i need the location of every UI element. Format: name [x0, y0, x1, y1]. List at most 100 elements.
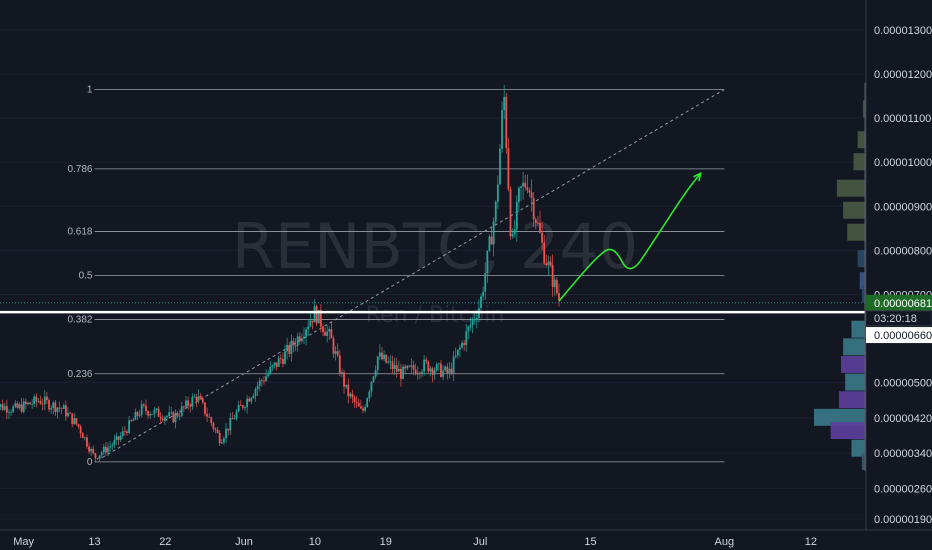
- candle: [60, 407, 63, 415]
- candle: [136, 410, 139, 421]
- candle: [499, 144, 501, 186]
- candle: [486, 250, 489, 283]
- candle: [164, 415, 166, 425]
- volume-profile-bar: [845, 373, 866, 391]
- candle: [300, 333, 303, 344]
- candle: [147, 410, 149, 419]
- candle: [322, 324, 324, 337]
- candle: [461, 340, 463, 349]
- candle: [408, 364, 411, 368]
- candle: [271, 364, 274, 371]
- candle: [330, 322, 333, 339]
- candle: [189, 403, 192, 413]
- candle: [77, 423, 80, 429]
- projection-arrow[interactable]: [558, 171, 702, 302]
- volume-profile-bar: [838, 391, 866, 409]
- candle: [241, 404, 244, 410]
- candle: [296, 333, 299, 352]
- price-tick-label: 0.00000260: [874, 483, 932, 495]
- volume-profile-bar: [851, 320, 866, 338]
- candle: [191, 393, 194, 411]
- candle: [10, 408, 12, 416]
- candle: [315, 304, 318, 327]
- candle: [111, 442, 114, 451]
- candle: [168, 406, 171, 419]
- watermark-symbol: RENBTC, 240: [232, 210, 638, 283]
- candle: [197, 389, 200, 404]
- candle: [425, 356, 428, 365]
- candle: [343, 369, 345, 394]
- candle: [157, 405, 160, 418]
- candle: [378, 344, 381, 360]
- candle: [27, 401, 29, 406]
- candle: [258, 377, 261, 392]
- candle: [513, 219, 516, 238]
- time-axis[interactable]: May 13 22 Jun 10 19 Jul 15 Aug 12: [0, 529, 932, 550]
- candle: [309, 312, 312, 328]
- candle: [182, 405, 185, 412]
- time-axis-bg: [0, 530, 932, 550]
- candle: [22, 398, 25, 414]
- price-tick-label: 0.00000420: [874, 413, 932, 425]
- candle: [5, 399, 8, 420]
- candle: [206, 407, 208, 422]
- candle: [193, 393, 196, 398]
- candle: [484, 262, 487, 300]
- candle: [12, 404, 15, 413]
- candle: [18, 401, 21, 411]
- candle: [368, 389, 371, 402]
- candle: [305, 327, 307, 346]
- volume-profile-bar: [857, 250, 866, 268]
- candle: [446, 363, 449, 380]
- candle: [412, 360, 415, 376]
- candle: [102, 443, 105, 455]
- price-axis[interactable]: 0.00001300 0.00001200 0.00001100 0.00001000…: [865, 0, 932, 550]
- trend-line[interactable]: [102, 89, 725, 458]
- candle: [374, 365, 377, 380]
- candle: [67, 407, 69, 418]
- candle: [547, 255, 550, 277]
- candle: [145, 399, 147, 415]
- candle: [450, 362, 453, 376]
- candle: [313, 299, 316, 323]
- volume-profile: [814, 82, 866, 471]
- candle: [170, 406, 173, 416]
- candle: [334, 346, 337, 361]
- candle: [75, 417, 78, 426]
- fib-level-label: 0.382: [67, 315, 92, 326]
- candle: [96, 457, 99, 460]
- candle: [435, 362, 438, 372]
- candle: [58, 401, 61, 413]
- candle: [509, 186, 512, 240]
- candle: [151, 413, 154, 415]
- candle: [254, 386, 257, 402]
- candle: [465, 323, 468, 352]
- candle: [383, 350, 385, 362]
- candle: [526, 174, 529, 194]
- chart-watermark: RENBTC, 240 Ren / Bitcoin: [232, 210, 638, 328]
- candle: [180, 401, 183, 418]
- candle: [345, 384, 348, 390]
- candle: [400, 363, 402, 387]
- candle: [534, 217, 537, 230]
- candle: [385, 354, 388, 364]
- volume-profile-bar: [859, 272, 866, 290]
- time-tick-label: 10: [309, 536, 321, 548]
- time-tick-label: Jul: [473, 536, 487, 548]
- horizontal-line[interactable]: [0, 302, 866, 314]
- candle: [79, 424, 82, 438]
- candle: [370, 381, 373, 397]
- candle: [545, 255, 548, 267]
- candle: [298, 332, 301, 345]
- time-tick-label: 19: [380, 536, 392, 548]
- candle: [418, 371, 421, 379]
- candle: [231, 412, 234, 420]
- candle: [105, 441, 107, 456]
- candle: [62, 403, 65, 410]
- candle: [81, 432, 84, 439]
- candle: [46, 391, 48, 404]
- candle: [233, 414, 236, 420]
- volume-profile-bar: [861, 452, 866, 470]
- candle: [265, 369, 267, 383]
